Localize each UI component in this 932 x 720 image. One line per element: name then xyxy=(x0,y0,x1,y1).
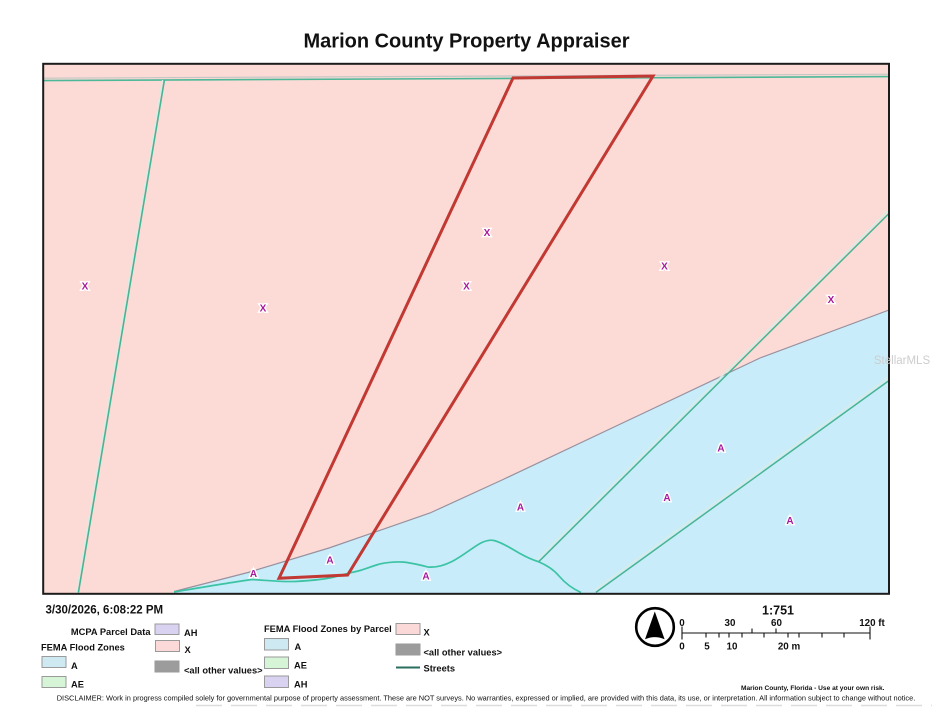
svg-text:20 m: 20 m xyxy=(778,642,801,653)
svg-text:A: A xyxy=(250,569,257,580)
svg-text:X: X xyxy=(185,645,192,655)
svg-text:Marion County Property Apprais: Marion County Property Appraiser xyxy=(304,31,630,53)
svg-text:<all other values>: <all other values> xyxy=(424,648,503,658)
svg-text:5: 5 xyxy=(704,642,710,653)
svg-text:AE: AE xyxy=(294,661,307,671)
svg-text:Marion County, Florida - Use a: Marion County, Florida - Use at your own… xyxy=(741,685,885,692)
svg-text:X: X xyxy=(424,628,431,638)
svg-text:A: A xyxy=(326,556,333,567)
svg-text:1:751: 1:751 xyxy=(762,604,794,618)
svg-text:A: A xyxy=(422,572,429,583)
svg-text:A: A xyxy=(786,516,793,527)
svg-text:MCPA Parcel Data: MCPA Parcel Data xyxy=(71,627,151,637)
svg-text:0: 0 xyxy=(679,642,685,653)
svg-text:30: 30 xyxy=(725,618,736,629)
svg-text:<all other values>: <all other values> xyxy=(184,666,263,676)
svg-text:A: A xyxy=(717,444,724,455)
svg-text:A: A xyxy=(663,493,670,504)
svg-text:10: 10 xyxy=(727,642,738,653)
svg-text:FEMA Flood Zones by Parcel: FEMA Flood Zones by Parcel xyxy=(264,624,392,634)
svg-text:Streets: Streets xyxy=(424,664,456,674)
svg-text:X: X xyxy=(828,295,835,306)
svg-text:A: A xyxy=(295,642,302,652)
svg-text:X: X xyxy=(463,282,470,293)
svg-text:3/30/2026, 6:08:22 PM: 3/30/2026, 6:08:22 PM xyxy=(46,605,164,617)
svg-text:X: X xyxy=(260,304,267,315)
svg-text:120 ft: 120 ft xyxy=(859,618,885,629)
svg-text:X: X xyxy=(661,262,668,273)
svg-text:0: 0 xyxy=(679,618,685,629)
svg-text:60: 60 xyxy=(771,618,782,629)
svg-text:A: A xyxy=(71,661,78,671)
svg-text:StellarMLS: StellarMLS xyxy=(874,355,931,367)
svg-text:FEMA Flood Zones: FEMA Flood Zones xyxy=(41,643,125,653)
svg-text:A: A xyxy=(517,503,524,514)
svg-text:X: X xyxy=(82,282,89,293)
svg-text:AH: AH xyxy=(184,628,198,638)
svg-text:AE: AE xyxy=(71,680,84,690)
svg-text:AH: AH xyxy=(294,680,308,690)
svg-text:X: X xyxy=(484,228,491,239)
svg-text:DISCLAIMER: Work in progress c: DISCLAIMER: Work in progress compiled so… xyxy=(57,694,916,703)
